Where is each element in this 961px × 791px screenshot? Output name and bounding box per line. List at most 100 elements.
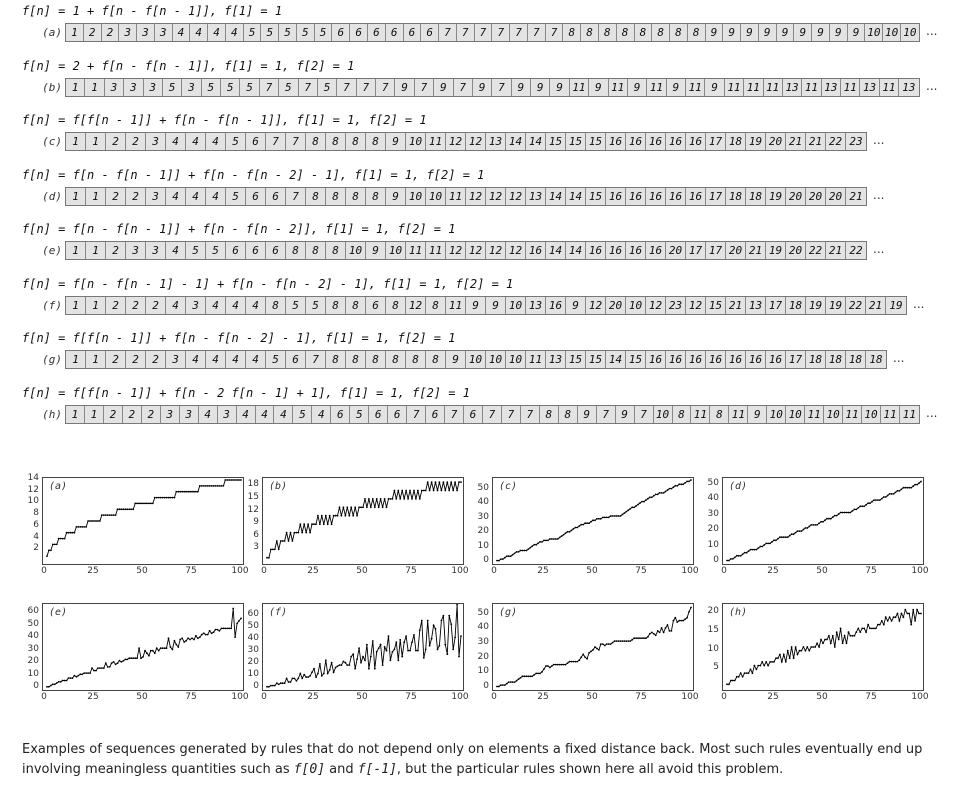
sequence-cell: 6 [350,24,369,41]
plot-point [163,496,166,499]
plot-point [358,506,360,509]
plot-line [727,481,922,561]
plot-point [639,502,641,504]
plot-point [204,485,207,487]
plot-point [570,529,573,532]
plot-point [517,678,520,681]
plot-point [611,641,614,644]
sequence-ellipsis: ... [893,351,905,365]
sequence-cell: 9 [616,405,635,423]
plot-point [268,556,270,559]
sequence-cell: 1 [86,242,106,259]
plot-point [658,492,661,494]
plot-point [511,681,514,683]
sequence-cell: 6 [332,24,351,41]
plot-point [142,502,144,505]
sequence-cell: 5 [266,351,286,368]
plot-point [185,639,188,642]
plot-point [549,666,551,669]
sequence-cell: 10 [426,187,446,205]
plot-point [737,554,740,557]
x-tick-label: 25 [537,566,549,576]
plot-point [641,637,643,640]
plot-point [609,515,612,517]
y-tick-label: 0 [253,681,259,691]
caption-code-fminus1: f[-1] [357,762,397,777]
sequence-cell: 12 [466,187,486,205]
plot-point [824,638,826,641]
plot-point [432,489,435,492]
plot-point [413,634,415,636]
sequence-cell: 5 [286,296,306,314]
sequence-cell: 2 [126,296,146,314]
plot-point [364,659,366,662]
sequence-cell: 13 [902,80,916,94]
x-tick-label: 25 [87,566,99,576]
y-tick-label: 20 [707,606,719,617]
plot-point [330,523,333,526]
sequence-cell: 7 [492,24,511,41]
plot-point [792,533,795,536]
plot-point [869,627,871,630]
plot-point [120,661,123,663]
x-tick-label: 75 [405,692,417,702]
sequence-cell: 1 [66,351,86,368]
plot-line [497,607,692,687]
plot-point [112,514,115,516]
plot-point [104,662,107,665]
plot-point [59,537,62,540]
plot-point [391,498,394,500]
sequence-cell: 6 [421,24,440,41]
plot-point [124,658,127,661]
sequence-cell: 7 [510,24,528,41]
plot-point [859,631,862,633]
sequence-cell: 5 [163,78,183,96]
plot-point [918,482,920,484]
plot-point [884,616,887,619]
plot-point [566,662,569,664]
plot-point [369,655,372,658]
sequence-cell: 4 [166,187,186,205]
sequence-cell: 1 [85,405,104,423]
plot-point [61,679,64,682]
plot-point [747,550,750,553]
plot-point [845,511,848,514]
plot-point [806,527,809,529]
plot-point [57,680,60,683]
plot-point [50,549,52,552]
x-tick-label: 50 [356,692,368,702]
plot-point [816,524,818,526]
plot-point [55,682,58,684]
sequence-cell: 17 [686,242,706,259]
plot-point [617,515,620,517]
y-tick-label: 0 [33,681,39,691]
sequence-cell: 12 [486,187,506,205]
sequence-cell: 9 [446,351,466,368]
sequence-cell: 13 [822,78,841,96]
plot-point [322,523,325,526]
plot-point [560,535,563,537]
plot-point [726,683,728,686]
plot-point [731,679,734,682]
sequence-cell: 9 [550,78,570,96]
x-tick-label: 75 [865,692,877,702]
plot-point [745,672,748,674]
plot-point [281,540,284,542]
plot-point [912,608,915,611]
plot-point [878,623,881,626]
plot-point [645,637,647,640]
plot-point [313,667,315,670]
x-tick-label: 25 [767,566,779,576]
plot-point [877,499,879,501]
sequence-cell: 7 [286,133,306,150]
plot-point [332,514,335,517]
sequence-cell: 22 [806,242,826,259]
y-tick-label: 50 [477,483,489,494]
caption-text-3: , but the particular rules shown here al… [396,762,784,777]
y-tick-label: 30 [707,508,719,519]
plot-point [527,675,530,678]
plot-point [664,627,667,629]
plot-point [765,542,768,545]
plot-point [89,672,91,674]
plot-point [46,555,48,557]
